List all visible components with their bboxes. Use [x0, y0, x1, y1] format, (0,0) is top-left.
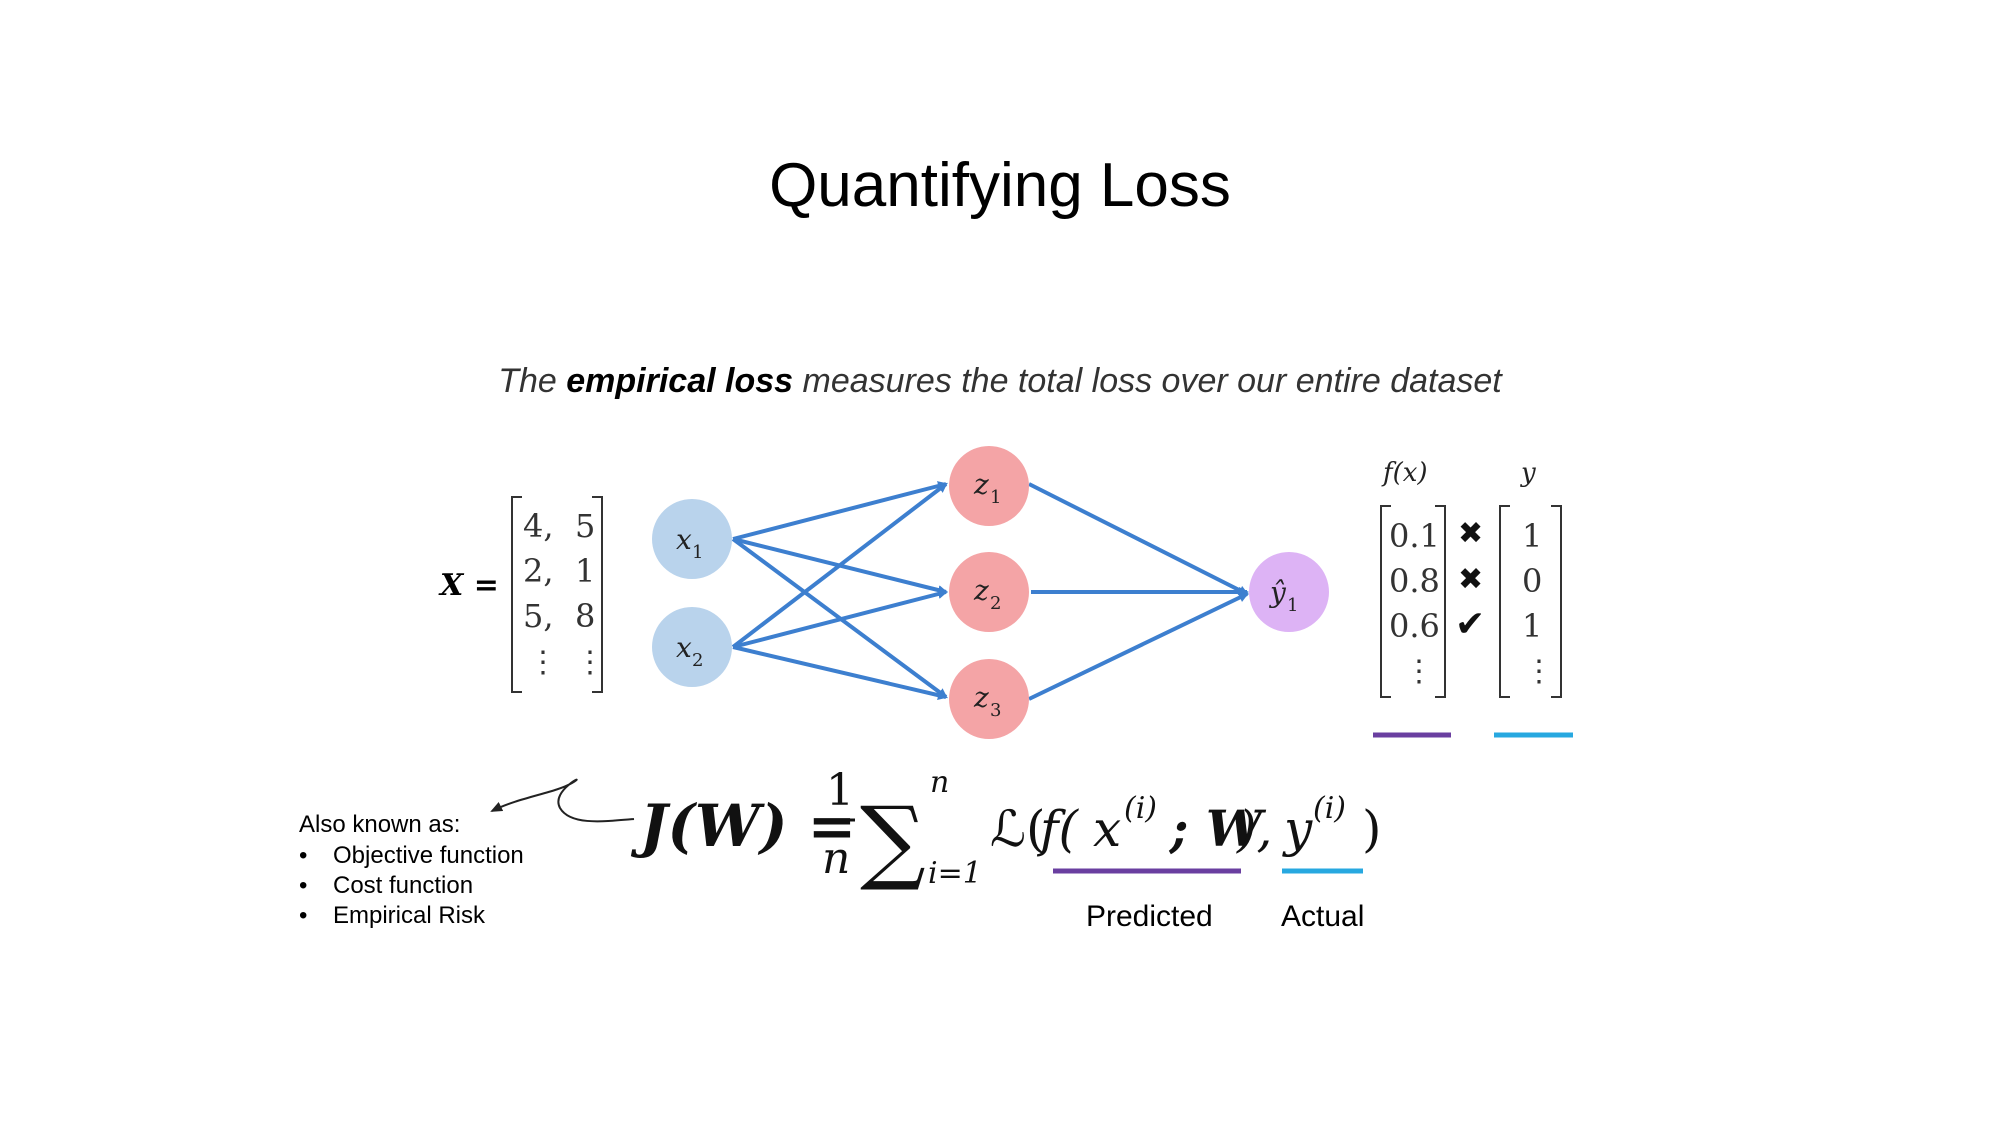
svg-text:z: z — [973, 574, 989, 607]
svg-text:x: x — [676, 523, 692, 556]
subtitle-after: measures the total loss over our entire … — [793, 362, 1502, 400]
also-known-item: Cost function — [333, 872, 473, 899]
svg-text:3: 3 — [990, 700, 1001, 721]
edge-x2-z2 — [732, 589, 948, 649]
network-edges — [731, 481, 1249, 701]
svg-text:x: x — [676, 631, 692, 664]
formula-loss-open: ℒ( — [990, 800, 1046, 858]
svg-text:z: z — [973, 681, 989, 714]
sum-symbol: ∑ — [860, 787, 926, 894]
also-known-heading: Also known as: — [299, 811, 460, 838]
predicted-value: 0.8 — [1389, 562, 1440, 600]
formula-y: y — [1282, 800, 1313, 858]
also-known-item: Objective function — [333, 842, 524, 869]
sum-upper: n — [930, 765, 949, 800]
y-header: y — [1520, 458, 1536, 488]
pointer-arrow — [490, 778, 635, 823]
svg-text:ŷ: ŷ — [1268, 576, 1287, 609]
matrix-cell: 5, — [523, 597, 554, 635]
formula-frac-den: n — [822, 833, 850, 884]
formula-f-open: f( — [1036, 800, 1080, 858]
bullet: • — [299, 872, 307, 899]
bullet: • — [299, 842, 307, 869]
input-node: x 1 — [652, 499, 732, 579]
formula-f-close: ), — [1236, 800, 1272, 858]
also-known-item: Empirical Risk — [333, 902, 486, 929]
bullet: • — [299, 902, 307, 929]
actual-value: 1 — [1522, 607, 1542, 645]
predicted-value: 0.1 — [1389, 517, 1440, 555]
svg-text:1: 1 — [692, 542, 703, 563]
fx-header: f(x) — [1381, 458, 1428, 488]
edge-x2-z3 — [732, 645, 948, 701]
formula-y-sup: (i) — [1313, 791, 1346, 826]
formula-x-sup: (i) — [1124, 791, 1157, 826]
slide-title: Quantifying Loss — [769, 151, 1231, 220]
hidden-node: z 3 — [949, 659, 1029, 739]
formula-x: x — [1093, 800, 1121, 858]
edge-x2-z1 — [731, 482, 948, 649]
output-node: ŷ 1 — [1249, 552, 1329, 632]
sum-lower: i=1 — [928, 856, 982, 891]
svg-text:z: z — [973, 468, 989, 501]
matrix-ellipsis: ⋮ — [575, 645, 605, 680]
svg-text:1: 1 — [1287, 595, 1298, 616]
actual-value: 0 — [1522, 562, 1542, 600]
check-icon: ✔ — [1455, 604, 1485, 645]
matrix-label: X = — [438, 568, 499, 603]
subtitle-emphasis: empirical loss — [566, 362, 794, 400]
svg-text:2: 2 — [990, 593, 1001, 614]
matrix-cell: 8 — [575, 597, 595, 635]
hidden-node: z 1 — [949, 446, 1029, 526]
wrong-icon: ✖ — [1458, 516, 1483, 551]
matrix-cell: 1 — [575, 552, 595, 590]
formula-frac-num: 1 — [826, 765, 854, 816]
actual-value: 1 — [1522, 517, 1542, 555]
edge-z1-y — [1028, 482, 1249, 596]
actual-ellipsis: ⋮ — [1524, 654, 1554, 689]
wrong-icon: ✖ — [1458, 562, 1483, 597]
predicted-value: 0.6 — [1389, 607, 1440, 645]
edge-x1-z1 — [732, 481, 948, 541]
svg-text:2: 2 — [692, 650, 703, 671]
input-node: x 2 — [652, 607, 732, 687]
matrix-cell: 5 — [575, 507, 595, 545]
predicted-ellipsis: ⋮ — [1404, 654, 1434, 689]
matrix-cell: 4, — [523, 507, 554, 545]
also-known-list: Also known as: • Objective function • Co… — [299, 811, 524, 929]
hidden-node: z 2 — [949, 552, 1029, 632]
input-matrix: 4, 5 2, 1 5, 8 ⋮ ⋮ — [511, 496, 605, 693]
formula-lhs: J(W) = — [630, 792, 856, 860]
matrix-ellipsis: ⋮ — [528, 645, 558, 680]
subtitle: The empirical loss measures the total lo… — [0, 362, 2000, 401]
loss-formula: J(W) = 1 n ∑ n i=1 ℒ( f( x (i) ; W ), y … — [630, 765, 1382, 894]
actual-label: Actual — [1281, 900, 1364, 933]
subtitle-before: The — [498, 362, 567, 400]
matrix-cell: 2, — [523, 552, 554, 590]
edge-z3-y — [1028, 592, 1249, 701]
predicted-label: Predicted — [1086, 900, 1213, 933]
formula-close: ) — [1362, 800, 1382, 858]
svg-text:1: 1 — [990, 487, 1001, 508]
formula-w: ; W — [1168, 799, 1267, 858]
outputs-table: f(x) y 0.1 0.8 0.6 ⋮ ✖ ✖ ✔ 1 0 1 ⋮ — [1373, 458, 1573, 738]
